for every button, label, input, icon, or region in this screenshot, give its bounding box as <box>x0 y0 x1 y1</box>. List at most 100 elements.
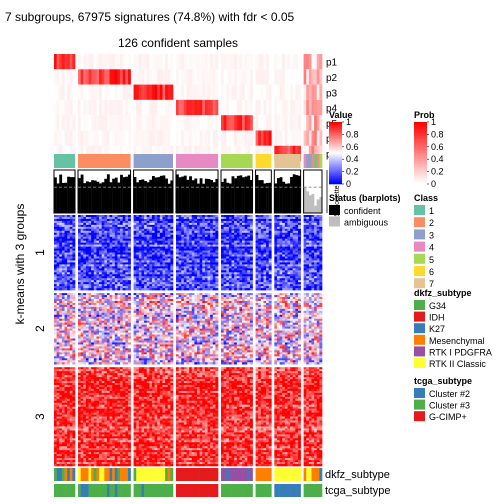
heatmap-cell <box>181 250 185 253</box>
heatmap-cell <box>127 254 131 257</box>
heatmap-cell <box>146 286 150 289</box>
heatmap-cell <box>56 215 60 218</box>
prob-cell <box>133 99 137 116</box>
prob-cell <box>125 54 129 70</box>
heatmap-cell <box>136 288 140 291</box>
heatmap-cell <box>191 230 195 234</box>
heatmap-cell <box>138 232 142 236</box>
heatmap-cell <box>149 264 153 267</box>
heatmap-cell <box>120 220 123 224</box>
heatmap-cell <box>244 238 248 241</box>
heatmap-cell <box>236 286 240 289</box>
heatmap-cell <box>120 246 123 249</box>
heatmap-cell <box>231 254 235 257</box>
heatmap-cell <box>236 224 240 228</box>
heatmap-cell <box>101 232 105 236</box>
heatmap-cell <box>183 254 187 257</box>
prob-cell <box>127 69 131 85</box>
heatmap-cell <box>260 238 264 241</box>
heatmap-cell <box>144 216 148 220</box>
prob-cell <box>191 145 195 162</box>
heatmap-cell <box>56 302 60 306</box>
heatmap-cell <box>199 282 203 285</box>
heatmap-cell <box>247 222 251 226</box>
heatmap-cell <box>311 264 315 267</box>
heatmap-cell <box>316 242 320 245</box>
heatmap-cell <box>263 262 267 265</box>
heatmap-cell <box>244 244 248 247</box>
heatmap-cell <box>231 234 235 238</box>
prob-cell <box>314 130 318 146</box>
heatmap-cell <box>186 299 190 302</box>
heatmap-cell <box>314 224 318 228</box>
prob-cell <box>54 84 57 100</box>
heatmap-cell <box>186 276 190 279</box>
heatmap-cell <box>274 295 278 298</box>
heatmap-cell <box>136 250 140 253</box>
heatmap-cell <box>292 302 296 306</box>
heatmap-cell <box>311 286 315 289</box>
prob-cell <box>287 99 291 116</box>
heatmap-cell <box>83 266 87 269</box>
prob-cell <box>144 130 148 146</box>
heatmap-cell <box>144 304 148 308</box>
prob-cell <box>255 130 259 146</box>
heatmap-cell <box>316 222 320 226</box>
heatmap-cell <box>61 293 65 296</box>
heatmap-cell <box>183 232 187 236</box>
prob-cell <box>80 84 84 100</box>
heatmap-cell <box>215 254 219 257</box>
heatmap-cell <box>144 299 148 302</box>
heatmap-cell <box>223 264 227 267</box>
heatmap-cell <box>194 276 198 279</box>
heatmap-cell <box>319 302 323 306</box>
silhouette-bar <box>274 183 278 213</box>
heatmap-cell <box>125 254 129 257</box>
prob-cell <box>56 130 60 146</box>
heatmap-cell <box>167 215 171 218</box>
heatmap-cell <box>78 224 81 228</box>
heatmap-cell <box>99 286 102 289</box>
heatmap-cell <box>255 264 259 267</box>
heatmap-cell <box>186 244 190 247</box>
heatmap-cell <box>181 270 185 273</box>
heatmap-cell <box>247 256 251 259</box>
prob-cell <box>199 54 203 70</box>
silhouette-bar <box>199 178 203 213</box>
heatmap-cell <box>167 252 171 255</box>
heatmap-cell <box>314 238 318 241</box>
heatmap-cell <box>136 222 140 226</box>
heatmap-cell <box>242 272 245 275</box>
prob-cell <box>104 115 108 131</box>
heatmap-cell <box>101 274 105 277</box>
heatmap-cell <box>149 297 153 300</box>
heatmap-cell <box>133 268 137 271</box>
heatmap-cell <box>311 218 315 222</box>
heatmap-cell <box>279 238 283 241</box>
heatmap-cell <box>157 248 161 251</box>
heatmap-cell <box>149 250 153 253</box>
prob-cell <box>64 130 68 146</box>
heatmap-cell <box>306 222 310 226</box>
heatmap-cell <box>295 226 299 230</box>
heatmap-cell <box>178 304 182 308</box>
heatmap-cell <box>199 250 203 253</box>
heatmap-cell <box>199 258 203 261</box>
prob-cell <box>162 69 166 85</box>
heatmap-cell <box>175 286 179 289</box>
prob-cell <box>189 84 193 100</box>
prob-cell <box>268 115 272 131</box>
heatmap-cell <box>186 234 190 238</box>
heatmap-cell <box>311 232 315 236</box>
prob-cell <box>194 69 198 85</box>
prob-cell <box>104 84 108 100</box>
heatmap-cell <box>258 276 262 279</box>
heatmap-cell <box>96 242 100 245</box>
heatmap-cell <box>236 284 240 287</box>
heatmap-cell <box>279 282 283 285</box>
heatmap-cell <box>263 238 267 241</box>
heatmap-cell <box>175 293 179 296</box>
heatmap-cell <box>109 270 113 273</box>
heatmap-cell <box>136 268 140 271</box>
heatmap-cell <box>212 236 216 240</box>
